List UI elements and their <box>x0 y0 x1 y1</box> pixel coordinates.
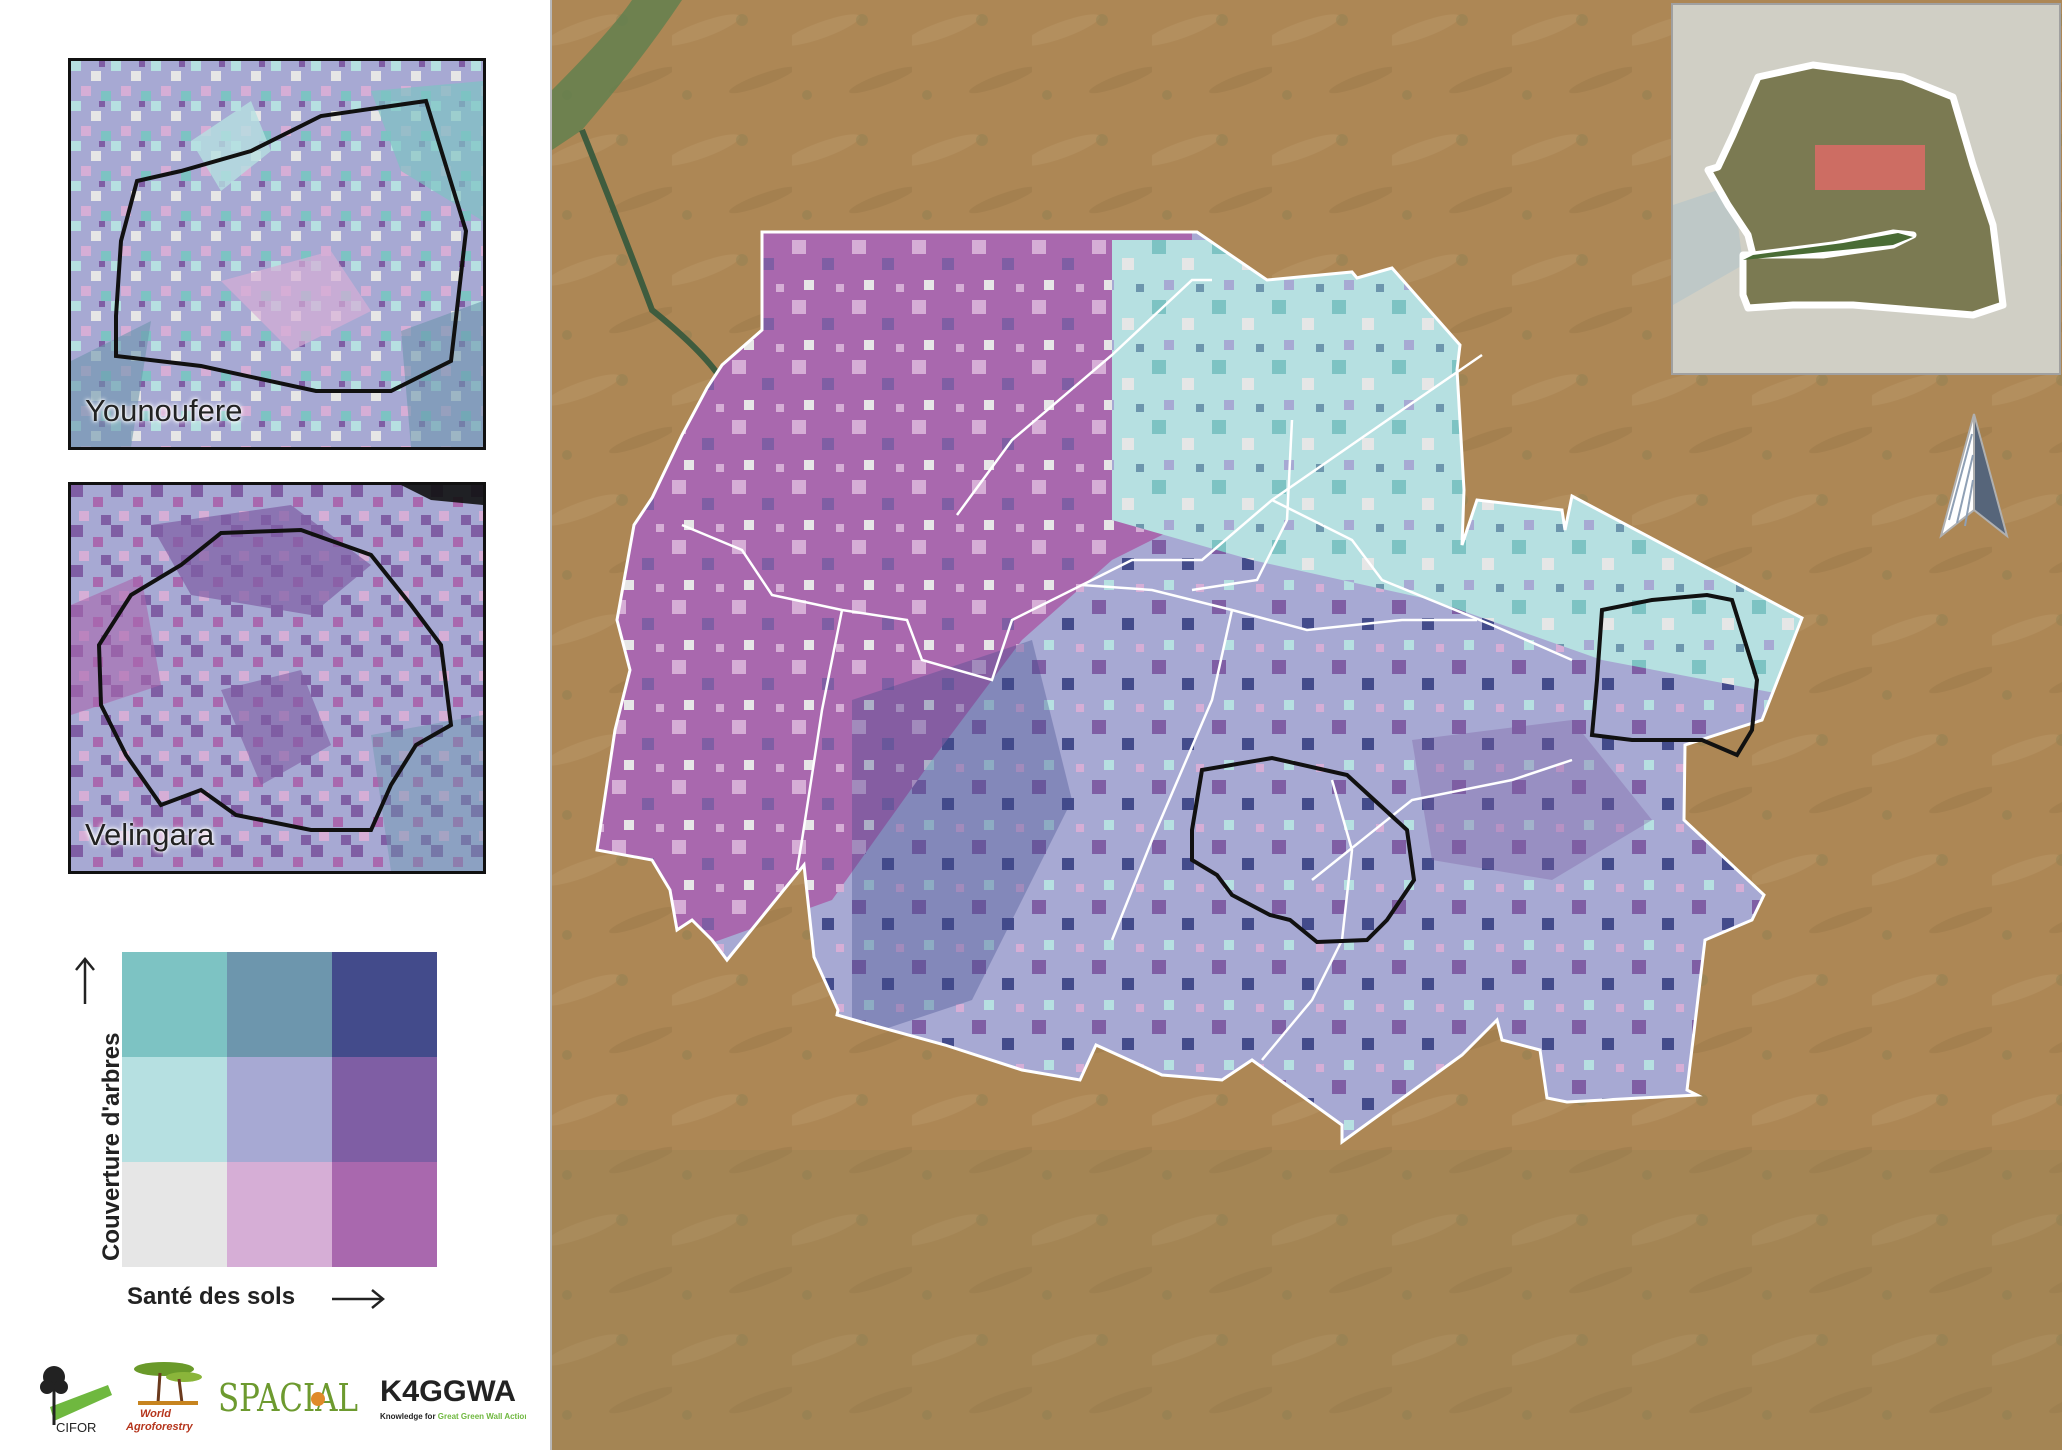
svg-text:Knowledge for Great Green Wall: Knowledge for Great Green Wall Action <box>380 1412 526 1421</box>
legend-cell <box>332 952 437 1057</box>
locator-inset[interactable] <box>1671 3 2061 375</box>
acacia-tree-icon: World Agroforestry <box>125 1362 202 1433</box>
main-map[interactable] <box>550 0 2062 1450</box>
legend-cell <box>332 1162 437 1267</box>
spacial-wordmark: SPACIAL <box>218 1376 358 1420</box>
zoom-label-velingara: Velingara <box>85 817 215 852</box>
zoom-velingara: Velingara <box>68 482 486 874</box>
main-map-canvas[interactable] <box>552 0 2062 1450</box>
legend-cell <box>122 1057 227 1162</box>
right-arrow-icon <box>332 1289 385 1309</box>
north-arrow <box>1939 410 2009 540</box>
zoom-younoufere: Younoufere <box>68 58 486 450</box>
legend-cell <box>227 952 332 1057</box>
cifor-text: CIFOR <box>56 1420 96 1435</box>
gambia-strip <box>1743 233 1913 260</box>
partner-logos: CIFOR World Agroforestry SPACIAL K4GGWA <box>36 1355 529 1435</box>
inset-highlight <box>1815 145 1925 190</box>
legend-cell <box>332 1057 437 1162</box>
locator-map[interactable] <box>1673 5 2059 373</box>
zoom-velingara-map <box>71 485 483 871</box>
department-boundaries <box>681 278 1573 1061</box>
cifor-tree-icon: CIFOR <box>40 1366 112 1435</box>
spacial-text: SPACIAL <box>218 1376 358 1420</box>
southern-vegetation <box>552 1150 2062 1450</box>
up-arrow-icon <box>75 957 95 1004</box>
north-arrow-icon <box>1939 413 2009 539</box>
bivariate-legend <box>122 952 437 1267</box>
zoom-younoufere-map <box>71 61 483 447</box>
legend-panel: Younoufere Velingara <box>0 0 550 1450</box>
agroforestry-text: Agroforestry <box>125 1421 194 1433</box>
legend-cell <box>227 1162 332 1267</box>
legend-cell <box>122 1162 227 1267</box>
world-text: World <box>140 1408 171 1420</box>
k4ggwa-logo: K4GGWA Knowledge for Great Green Wall Ac… <box>376 1355 529 1435</box>
spacial-dot-icon <box>311 1392 325 1406</box>
zone-velingara[interactable] <box>1190 755 1417 945</box>
legend-x-label: Santé des sols <box>127 1283 296 1310</box>
zoom-label-younoufere: Younoufere <box>85 393 243 428</box>
k4ggwa-tagline-b: Great Green Wall Action <box>438 1412 526 1421</box>
region-outline <box>595 230 1804 1145</box>
legend-cell <box>122 952 227 1057</box>
k4ggwa-tagline-a: Knowledge for <box>380 1412 438 1421</box>
zone-younoufere[interactable] <box>1589 592 1760 758</box>
river-channel <box>579 128 725 382</box>
legend-cell <box>227 1057 332 1162</box>
world-agroforestry-logo: World Agroforestry <box>124 1355 224 1435</box>
k4ggwa-wordmark: K4GGWA Knowledge for Great Green Wall Ac… <box>380 1375 529 1421</box>
spacial-logo: SPACIAL <box>216 1355 366 1435</box>
river-senegal <box>552 0 682 150</box>
k4ggwa-text: K4GGWA <box>380 1375 516 1408</box>
cifor-logo: CIFOR <box>36 1355 116 1435</box>
